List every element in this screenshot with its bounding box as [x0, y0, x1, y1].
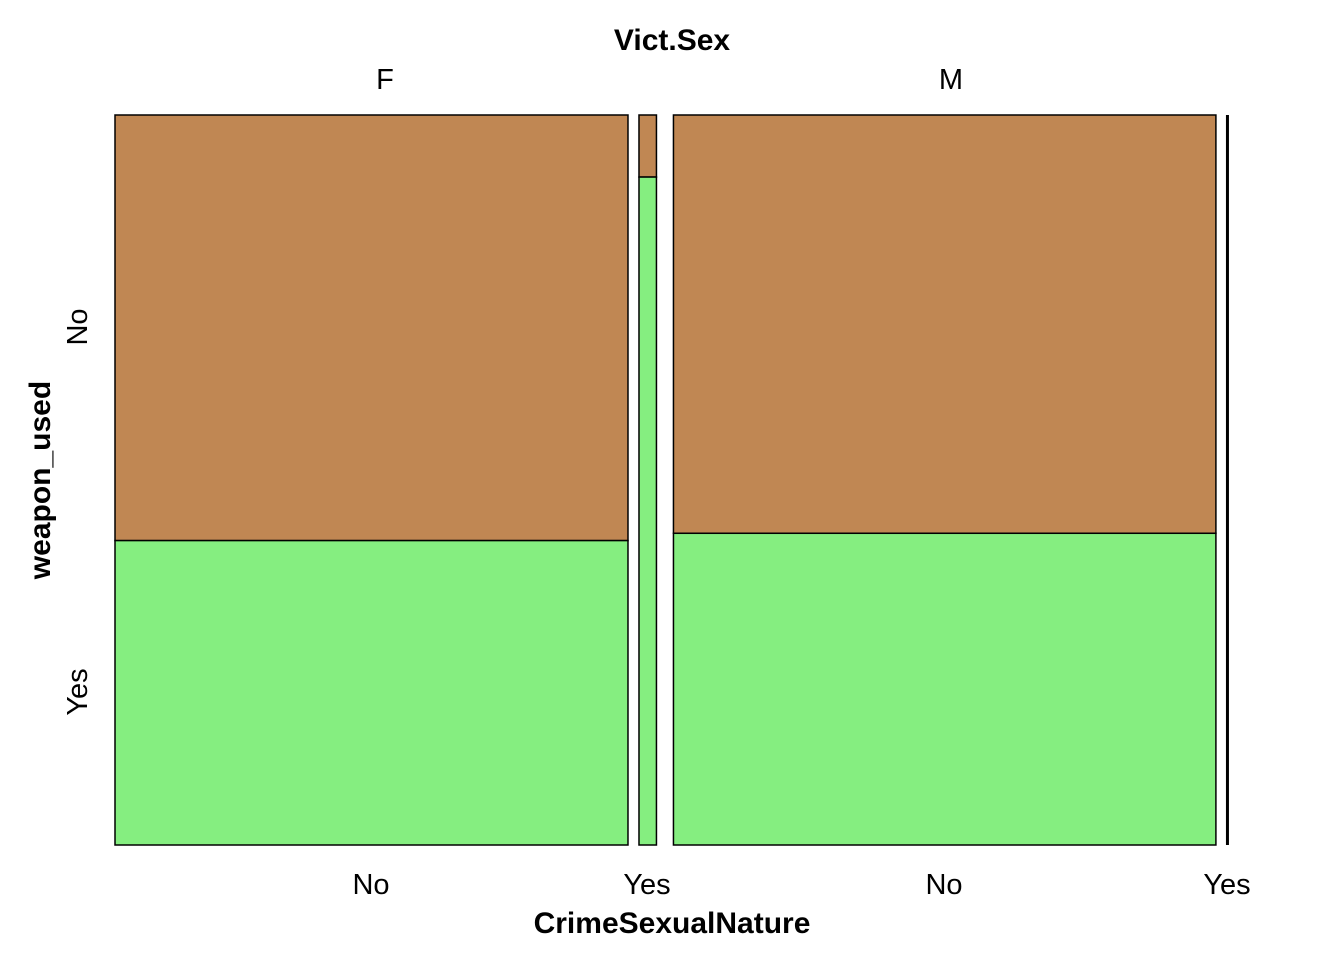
panel-label-m: M [939, 64, 963, 96]
y-axis-title: weapon_used [24, 381, 57, 580]
x-tick-f-no: No [352, 869, 389, 901]
panel-variable-title: Vict.Sex [614, 24, 731, 57]
cell-m-no-weapon-yes [672, 532, 1217, 846]
cell-f-yes-weapon-yes [638, 176, 658, 846]
y-tick-yes: Yes [62, 668, 94, 715]
cell-f-yes-weapon-no [638, 114, 658, 178]
x-tick-m-no: No [925, 869, 962, 901]
x-tick-f-yes: Yes [623, 869, 670, 901]
mosaic-cells [114, 114, 1229, 846]
cell-m-no-weapon-no [672, 114, 1217, 535]
cell-f-no-weapon-yes [114, 539, 629, 846]
panel-label-f: F [376, 64, 394, 96]
x-tick-m-yes: Yes [1203, 869, 1250, 901]
cell-f-no-weapon-no [114, 114, 629, 542]
y-tick-no: No [62, 308, 94, 345]
x-axis-title: CrimeSexualNature [534, 907, 811, 940]
